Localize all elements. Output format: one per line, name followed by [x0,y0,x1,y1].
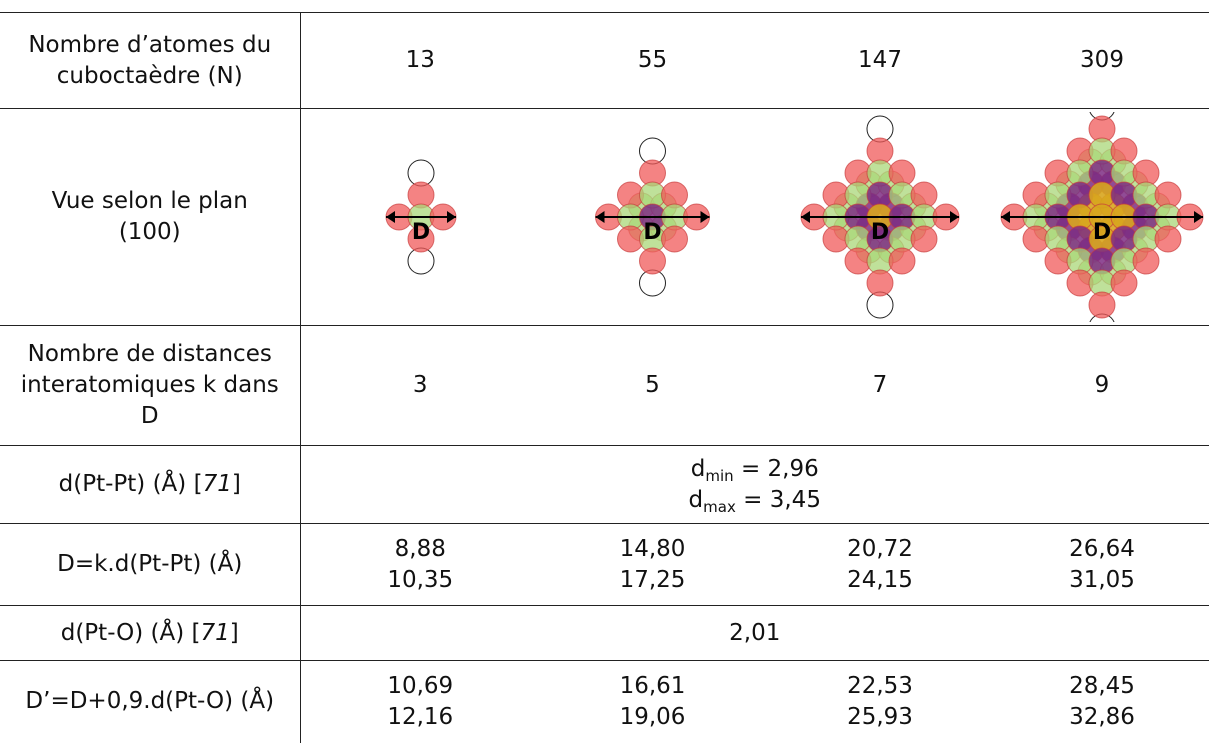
cluster-view: D [301,112,541,322]
value: = 3,45 [743,487,821,513]
subscript: min [705,467,733,485]
row-label: d(Pt-O) (Å) [71] [0,606,300,661]
atom [1089,292,1115,318]
reference: 71 [201,620,230,646]
row-label: D’=D+0,9.d(Pt-O) (Å) [0,661,300,743]
atom [867,270,893,296]
diagram-cell: D [540,109,765,326]
cell-line: 19,06 [540,702,765,733]
row-label: D=k.d(Pt-Pt) (Å) [0,524,300,606]
row: Nombre de distances interatomiques k dan… [0,326,1209,446]
atom [1111,270,1137,296]
cluster-view: D [540,112,765,322]
diagram-cell: D [300,109,540,326]
cell: 9 [995,326,1209,446]
cell-line: 26,64 [995,534,1209,565]
merged-cell: dmin = 2,96 dmax = 3,45 [300,446,1209,524]
row-label: Nombre de distances interatomiques k dan… [0,326,300,446]
diagram-cell: D [995,109,1209,326]
cell-line: 28,45 [995,671,1209,702]
diagram-label: D [411,220,429,245]
line: dmax = 3,45 [301,485,1209,516]
atom [1133,248,1159,274]
row-label: Vue selon le plan (100) [0,109,300,326]
cell: 13 [300,13,540,109]
cell-line: 12,16 [301,702,541,733]
cell: 3 [300,326,540,446]
label-text: d(Pt-O) (Å) [ [61,620,201,646]
data-table: Nombre d’atomes du cuboctaèdre (N) 13 55… [0,12,1209,743]
diagram-label: D [871,220,889,245]
cell-line: 17,25 [540,565,765,596]
cell-line: 14,80 [540,534,765,565]
subscript: max [703,498,736,516]
cluster-view: D [995,112,1209,322]
cell-line: 25,93 [765,702,995,733]
atom [1155,226,1181,252]
cell: 147 [765,13,995,109]
diagram-label: D [643,220,661,245]
atom [889,248,915,274]
diagram-label: D [1093,220,1111,245]
value: = 2,96 [741,456,819,482]
row: d(Pt-O) (Å) [71] 2,01 [0,606,1209,661]
cell: 309 [995,13,1209,109]
atom [911,226,937,252]
atom [662,226,688,252]
cluster-view: D [765,112,995,322]
cell-line: 31,05 [995,565,1209,596]
symbol: d [689,487,704,513]
label-text: d(Pt-Pt) (Å) [ [59,471,203,497]
cell-line: 32,86 [995,702,1209,733]
symbol: d [691,456,706,482]
cell: 55 [540,13,765,109]
cell-line: 8,88 [301,534,541,565]
cell-line: 10,35 [301,565,541,596]
line: dmin = 2,96 [301,454,1209,485]
cell: 7 [765,326,995,446]
cell: 5 [540,326,765,446]
diagram-cell: D [765,109,995,326]
cell-line: 24,15 [765,565,995,596]
label-text: ] [230,620,239,646]
reference: 71 [203,471,232,497]
merged-cell: 2,01 [300,606,1209,661]
label-text: ] [232,471,241,497]
cell-line: 16,61 [540,671,765,702]
cell-line: 10,69 [301,671,541,702]
row-label: Nombre d’atomes du cuboctaèdre (N) [0,13,300,109]
row: Vue selon le plan (100) D D D D [0,109,1209,326]
row-label: d(Pt-Pt) (Å) [71] [0,446,300,524]
atom [640,248,666,274]
cell-line: 20,72 [765,534,995,565]
row: Nombre d’atomes du cuboctaèdre (N) 13 55… [0,13,1209,109]
row: d(Pt-Pt) (Å) [71] dmin = 2,96 dmax = 3,4… [0,446,1209,524]
cell-line: 22,53 [765,671,995,702]
